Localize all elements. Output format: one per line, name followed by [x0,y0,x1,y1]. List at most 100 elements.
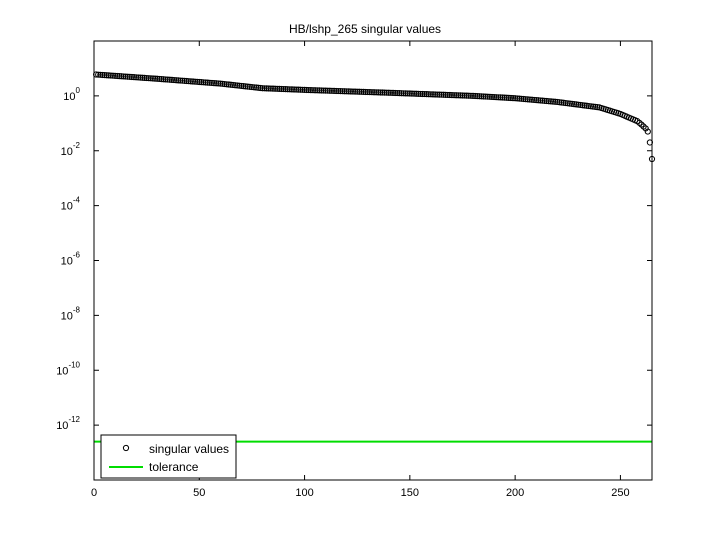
singular-value-point [151,75,159,82]
singular-value-point [373,89,380,96]
singular-value-point [514,95,521,102]
singular-value-point [238,82,245,90]
x-tick-label: 50 [193,487,205,499]
singular-value-point [278,85,285,93]
singular-value-point [537,97,544,104]
y-tick-label: 10-8 [61,305,81,322]
singular-value-point [432,91,439,98]
singular-value-point [333,87,340,95]
singular-value-point [543,97,550,105]
singular-value-point [573,101,580,108]
singular-value-point [490,93,498,101]
singular-value-point [198,79,205,86]
singular-value-point [286,86,293,93]
singular-value-point [457,92,464,99]
singular-value-point [250,84,258,91]
singular-value-point [263,85,270,92]
plot-area [93,71,656,443]
singular-value-point [387,89,394,96]
singular-value-point [410,90,418,97]
singular-value-point [147,75,154,82]
singular-value-point [495,94,502,101]
singular-value-point [191,78,199,85]
y-tick-label: 10-10 [56,360,80,377]
singular-value-point [162,76,169,83]
singular-value-point [368,89,376,96]
singular-value-point [280,85,287,93]
axes: 0 50 100 150 200 250 100 10-2 10-4 10-6 10-8 10-10 1… [56,40,653,499]
singular-value-point [509,95,517,102]
singular-value-point [271,85,279,92]
singular-value-point [236,82,243,89]
singular-value-point [472,92,479,100]
singular-value-point [352,88,359,95]
singular-value-point [644,128,651,135]
singular-value-point [185,78,192,85]
singular-value-point [497,94,504,101]
singular-value-point [583,102,590,109]
singular-value-point [276,85,283,92]
singular-value-point [385,89,392,96]
singular-value-point [320,87,327,94]
y-tick-label: 100 [63,86,80,103]
singular-value-point [116,73,123,80]
legend: singular values tolerance [100,434,237,479]
singular-value-point [423,91,430,98]
singular-value-point [187,78,194,85]
singular-value-point [204,79,211,86]
singular-value-point [404,90,411,97]
singular-value-point [398,90,405,97]
singular-value-point [311,87,319,94]
singular-value-point [482,93,489,100]
singular-value-point [328,87,336,94]
singular-value-point [566,100,573,107]
singular-value-point [97,71,104,78]
singular-value-point [170,76,178,84]
singular-value-point [231,82,239,89]
singular-value-point [501,94,508,101]
singular-value-point [126,73,133,80]
singular-value-point [461,92,468,99]
singular-value-point [413,90,420,97]
singular-value-point [158,75,165,83]
singular-value-point [438,91,445,98]
singular-value-point [585,102,592,110]
singular-value-point [535,97,542,104]
singular-value-point [528,96,536,103]
singular-value-point [326,87,333,94]
singular-value-point [168,76,176,84]
singular-value-point [394,89,401,97]
singular-value-point [288,86,296,93]
singular-value-point [149,75,157,82]
singular-value-point [154,75,161,82]
singular-value-point [189,78,197,85]
singular-value-point [484,93,491,100]
singular-value-point [356,88,363,95]
singular-value-point [524,96,531,103]
singular-value-point [257,84,264,92]
singular-value-point [547,98,555,105]
singular-value-point [568,100,576,107]
singular-value-point [526,96,533,103]
singular-value-point [229,81,237,89]
singular-value-point [474,93,481,100]
singular-value-point [255,84,262,91]
singular-value-point [450,92,458,99]
singular-value-point [324,87,331,94]
singular-value-point [179,77,186,84]
singular-value-point [516,95,523,102]
singular-value-point [589,103,597,110]
x-tick-label: 250 [611,487,629,499]
singular-value-point [408,90,416,97]
singular-value-point [118,73,125,80]
singular-value-point [455,92,462,99]
singular-value-point [345,88,352,95]
singular-value-point [389,89,397,97]
y-tick-label: 10-12 [56,415,80,432]
singular-value-point [234,82,241,89]
singular-value-point [105,72,112,79]
singular-value-point [267,85,274,92]
singular-value-point [290,86,298,93]
singular-value-point [202,79,209,86]
